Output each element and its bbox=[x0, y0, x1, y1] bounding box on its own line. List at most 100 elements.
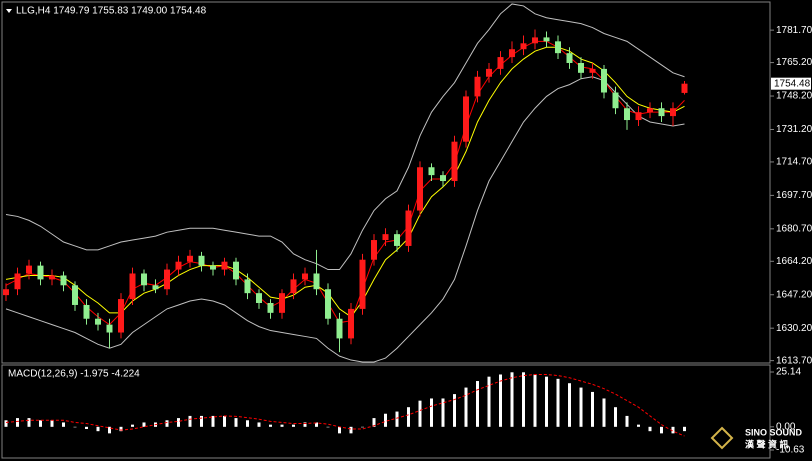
indicator-line bbox=[5, 3, 685, 271]
candle-body bbox=[382, 234, 389, 241]
macd-bar bbox=[614, 407, 617, 427]
candle-body bbox=[267, 302, 274, 313]
last-price-label: 1754.48 bbox=[774, 78, 811, 89]
candle-body bbox=[244, 279, 251, 294]
signal-line bbox=[5, 373, 685, 437]
macd-bar bbox=[522, 372, 525, 427]
candle-body bbox=[681, 83, 688, 93]
candle-body bbox=[302, 273, 308, 280]
candle-body bbox=[37, 265, 44, 280]
macd-bar bbox=[62, 422, 65, 427]
candle-body bbox=[325, 289, 331, 319]
candle-body bbox=[566, 53, 573, 63]
candle-body bbox=[359, 259, 366, 309]
y-tick-label: 1781.70 bbox=[776, 25, 812, 36]
logo: SINO SOUND 漢 聲 資 訊 bbox=[710, 426, 803, 450]
candle-body bbox=[589, 68, 596, 73]
candle-body bbox=[463, 96, 469, 142]
macd-bar bbox=[142, 422, 146, 427]
macd-bar bbox=[407, 407, 410, 427]
macd-title: MACD(12,26,9) -1.975 -4.224 bbox=[8, 369, 140, 380]
candle-body bbox=[520, 43, 527, 50]
y-tick-label: 1680.70 bbox=[776, 223, 812, 234]
macd-bar bbox=[510, 372, 514, 427]
menu-arrow[interactable] bbox=[6, 9, 12, 13]
candle-body bbox=[106, 324, 113, 333]
candle-body bbox=[83, 304, 90, 319]
candle-body bbox=[509, 49, 515, 58]
y-tick-label: 0.00 bbox=[776, 421, 796, 432]
y-tick-label: 1664.20 bbox=[776, 256, 812, 267]
candle-body bbox=[486, 68, 492, 77]
candle-body bbox=[26, 265, 32, 274]
candle-body bbox=[428, 167, 435, 176]
candle-body bbox=[440, 175, 446, 182]
last-price-box bbox=[771, 77, 811, 90]
macd-bar bbox=[499, 374, 502, 427]
logo-subtext: 漢 聲 資 訊 bbox=[745, 438, 789, 449]
macd-bar bbox=[579, 387, 583, 427]
y-tick-label: 1697.70 bbox=[776, 190, 812, 201]
price-title: LLG,H4 1749.79 1755.83 1749.00 1754.48 bbox=[16, 6, 207, 17]
macd-bar bbox=[430, 398, 433, 427]
macd-bar bbox=[96, 426, 100, 432]
candle-body bbox=[417, 167, 423, 211]
y-tick-label: 1765.20 bbox=[776, 57, 812, 68]
candle-body bbox=[612, 92, 619, 109]
y-tick-label: 1731.20 bbox=[776, 124, 812, 135]
candle-body bbox=[164, 269, 170, 290]
candle-body bbox=[198, 255, 205, 266]
candle-body bbox=[175, 261, 182, 270]
macd-bar bbox=[315, 422, 318, 427]
macd-bar bbox=[108, 426, 111, 434]
candle-body bbox=[348, 308, 354, 339]
macd-bar bbox=[384, 413, 387, 427]
candle-body bbox=[152, 285, 159, 290]
candle-body bbox=[187, 255, 193, 262]
macd-bar bbox=[257, 422, 261, 427]
macd-bar bbox=[165, 420, 169, 427]
candle-body bbox=[129, 273, 136, 300]
candle-body bbox=[313, 273, 320, 290]
macd-bar bbox=[568, 383, 571, 427]
macd-bar bbox=[476, 381, 479, 427]
macd-bar bbox=[39, 420, 42, 427]
candle-body bbox=[670, 108, 676, 117]
candle-body bbox=[336, 318, 343, 339]
candle-body bbox=[221, 261, 228, 270]
candle-body bbox=[118, 299, 124, 333]
candle-body bbox=[290, 279, 297, 294]
candle-body bbox=[543, 37, 550, 42]
indicator-line bbox=[5, 46, 685, 318]
indicator-line bbox=[5, 40, 685, 326]
logo-text: SINO SOUND bbox=[745, 427, 803, 437]
macd-bar bbox=[85, 426, 88, 429]
macd-bar bbox=[234, 418, 238, 427]
macd-bar bbox=[177, 418, 180, 427]
macd-bar bbox=[292, 424, 295, 427]
candle-body bbox=[141, 273, 147, 286]
macd-bar bbox=[361, 426, 364, 428]
macd-bar bbox=[211, 415, 215, 427]
macd-pane bbox=[1, 364, 771, 459]
macd-bar bbox=[269, 424, 272, 427]
macd-bar bbox=[418, 400, 422, 427]
macd-bar bbox=[200, 415, 203, 427]
price-pane bbox=[1, 1, 771, 364]
macd-bar bbox=[637, 424, 640, 427]
candle-body bbox=[647, 108, 653, 113]
candle-body bbox=[95, 318, 101, 325]
candle-body bbox=[371, 240, 377, 260]
macd-bar bbox=[395, 411, 399, 427]
macd-bar bbox=[303, 422, 307, 427]
macd-bar bbox=[50, 420, 54, 427]
y-tick-label: 1714.70 bbox=[776, 157, 812, 168]
indicator-line bbox=[5, 76, 685, 363]
macd-bar bbox=[338, 426, 341, 434]
macd-bar bbox=[487, 376, 491, 427]
candle-body bbox=[624, 108, 630, 121]
macd-bar bbox=[326, 426, 330, 428]
candle-body bbox=[3, 289, 9, 296]
macd-bar bbox=[349, 426, 353, 434]
